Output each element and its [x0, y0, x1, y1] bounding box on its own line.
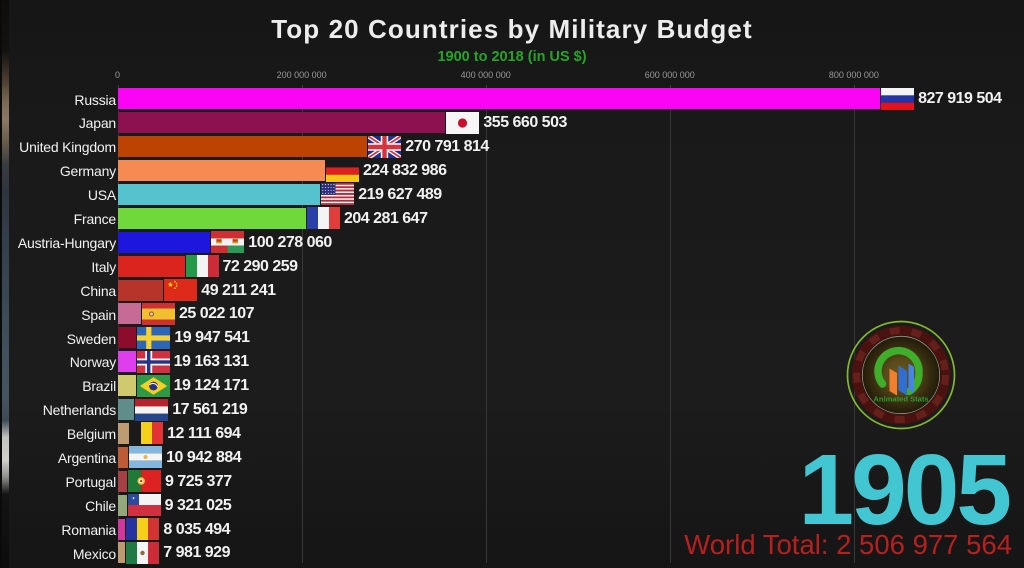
svg-text:Animated Stats: Animated Stats [873, 395, 928, 404]
